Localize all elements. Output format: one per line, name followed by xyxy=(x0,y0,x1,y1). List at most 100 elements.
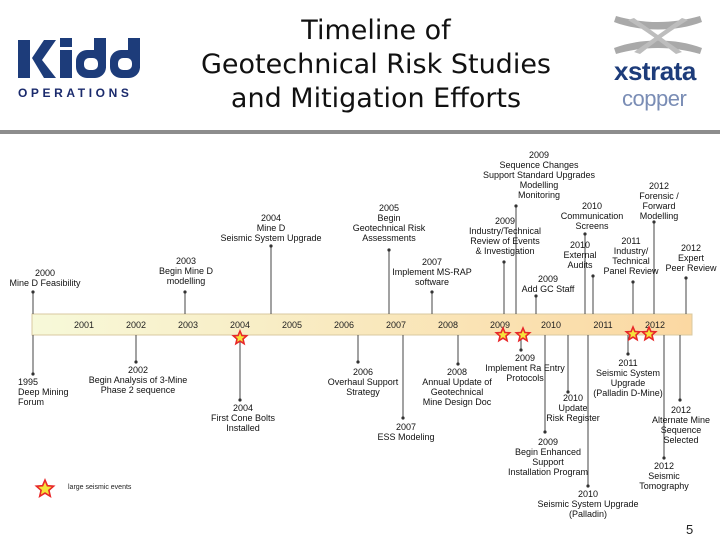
xstrata-copper-logo: xstrata copper xyxy=(604,10,712,122)
year-label-2006: 2006 xyxy=(334,320,354,330)
event-text-line: Strategy xyxy=(346,387,380,397)
event-text-line: Technical xyxy=(612,256,650,266)
event-text-line: Begin xyxy=(377,213,401,223)
event-text-line: 2003 xyxy=(175,256,197,266)
page-title: Timeline of Geotechnical Risk Studies an… xyxy=(170,14,582,116)
event-text-line: 2007 xyxy=(395,422,417,432)
year-label-2008: 2008 xyxy=(438,320,458,330)
seismic-event-star-5 xyxy=(640,324,658,342)
event-text-line: Communication xyxy=(560,211,624,221)
event-2010-communication-screens: 2010 Communication Screens xyxy=(556,201,628,231)
year-label-2001: 2001 xyxy=(74,320,94,330)
year-label-2004: 2004 xyxy=(230,320,250,330)
event-text-line: 2011 xyxy=(618,358,638,368)
event-2010-external-audits: 2010 External Audits xyxy=(558,240,602,270)
year-label-2007: 2007 xyxy=(386,320,406,330)
event-text-line: modelling xyxy=(166,276,206,286)
kidd-wordmark-icon xyxy=(18,38,140,78)
event-text-line: Mine D xyxy=(256,223,286,233)
event-text-line: 2007 xyxy=(421,257,443,267)
seismic-event-star-1 xyxy=(231,328,249,346)
event-1995-deep-mining-forum: 1995 Deep Mining Forum xyxy=(18,377,78,407)
event-text-line: Implement MS-RAP xyxy=(392,267,472,277)
event-text-line: Update xyxy=(558,403,588,413)
title-line-1: Timeline of xyxy=(301,15,451,46)
event-2007-ess-modeling: 2007 ESS Modeling xyxy=(364,422,448,442)
event-text-line: Installation Program xyxy=(507,467,589,477)
event-text-line: Screens xyxy=(575,221,609,231)
seismic-event-star-2 xyxy=(494,325,512,343)
event-2012-forensic-modelling: 2012 Forensic / Forward Modelling xyxy=(632,181,686,221)
brand-line-2: copper xyxy=(622,86,687,111)
event-text-line: Expert xyxy=(677,253,704,263)
event-text-line: 2009 xyxy=(528,150,550,160)
year-labels: 2001 2002 2003 2004 2005 2006 2007 2008 … xyxy=(74,320,665,330)
event-text-line: Industry/ xyxy=(613,246,649,256)
event-text-line: 2004 xyxy=(260,213,282,223)
event-text-line: 2006 xyxy=(352,367,374,377)
event-text-line: Industry/Technical xyxy=(468,226,542,236)
year-label-2002: 2002 xyxy=(126,320,146,330)
event-text-line: 2012 xyxy=(670,405,692,415)
event-text-line: Mine Design Doc xyxy=(422,397,492,407)
event-2010-risk-register: 2010 Update Risk Register xyxy=(538,393,608,423)
event-text-line: Forensic / xyxy=(639,191,679,201)
event-2005-geotechnical-risk: 2005 Begin Geotechnical Risk Assessments xyxy=(344,203,434,243)
event-text-line: Phase 2 sequence xyxy=(100,385,176,395)
event-text-line: Annual Update of xyxy=(422,377,492,387)
event-text-line: Add GC Staff xyxy=(521,284,575,294)
event-2007-ms-rap: 2007 Implement MS-RAP software xyxy=(386,257,478,287)
event-text-line: Overhaul Support xyxy=(327,377,399,387)
event-text-line: Monitoring xyxy=(517,190,561,200)
event-text-line: (Palladin) xyxy=(568,509,608,519)
event-text-line: 2009 xyxy=(537,274,559,284)
event-2009-add-gc-staff: 2009 Add GC Staff xyxy=(512,274,584,294)
brand-line-1: xstrata xyxy=(614,56,696,86)
title-line-3: and Mitigation Efforts xyxy=(230,83,522,114)
header-divider xyxy=(0,130,720,134)
event-text-line: Implement Ra Entry xyxy=(485,363,565,373)
year-label-2012: 2012 xyxy=(645,320,665,330)
event-text-line: 2012 xyxy=(648,181,670,191)
event-text-line: Begin Analysis of 3-Mine xyxy=(88,375,188,385)
event-text-line: 2008 xyxy=(446,367,468,377)
event-2011-panel-review: 2011 Industry/Technical Panel Review xyxy=(600,236,662,276)
seismic-event-star-3 xyxy=(514,325,532,343)
event-text-line: 2010 xyxy=(569,240,591,250)
event-2004-seismic-system-upgrade: 2004 Mine D Seismic System Upgrade xyxy=(212,213,330,243)
event-text-line: Assessments xyxy=(362,233,416,243)
event-text-line: 2005 xyxy=(378,203,400,213)
event-text-line: Forward xyxy=(642,201,676,211)
event-2009-technical-review: 2009 Industry/Technical Review of Events & … xyxy=(460,216,550,256)
event-text-line: Geotechnical Risk xyxy=(352,223,426,233)
event-text-line: 2010 xyxy=(577,489,599,499)
event-text-line: Begin Mine D xyxy=(158,266,214,276)
legend-label: large seismic events xyxy=(68,484,132,491)
event-text-line: Tomography xyxy=(639,481,689,491)
event-text-line: Selected xyxy=(663,435,699,445)
event-text-line: Seismic System xyxy=(595,368,660,378)
event-text-line: 2000 xyxy=(34,268,56,278)
event-text-line: Installed xyxy=(226,423,260,433)
event-text-line: 2012 xyxy=(680,243,702,253)
event-text-line: Protocols xyxy=(506,373,544,383)
year-label-2011: 2011 xyxy=(593,320,612,330)
event-text-line: 2011 xyxy=(621,236,641,246)
event-text-line: Seismic System Upgrade xyxy=(537,499,639,509)
event-text-line: Panel Review xyxy=(603,266,659,276)
event-text-line: External xyxy=(563,250,597,260)
event-text-line: Modelling xyxy=(639,211,679,221)
event-2009-re-entry-protocols: 2009 Implement Ra Entry Protocols xyxy=(480,353,570,383)
legend-star-icon xyxy=(34,477,56,498)
logo-subtitle: OPERATIONS xyxy=(18,86,133,100)
event-text-line: Support Standard Upgrades xyxy=(482,170,596,180)
event-2010-palladin-upgrade: 2010 Seismic System Upgrade (Palladin) xyxy=(532,489,644,519)
event-2012-alternate-sequence: 2012 Alternate Mine Sequence Selected xyxy=(646,405,716,445)
event-text-line: Mine D Feasibility xyxy=(9,278,81,288)
timeline-bar xyxy=(31,313,693,336)
event-text-line: ESS Modeling xyxy=(377,432,435,442)
page-number: 5 xyxy=(686,522,694,537)
header: OPERATIONS Timeline of Geotechnical Risk… xyxy=(0,0,720,130)
event-text-line: & Investigation xyxy=(475,246,535,256)
